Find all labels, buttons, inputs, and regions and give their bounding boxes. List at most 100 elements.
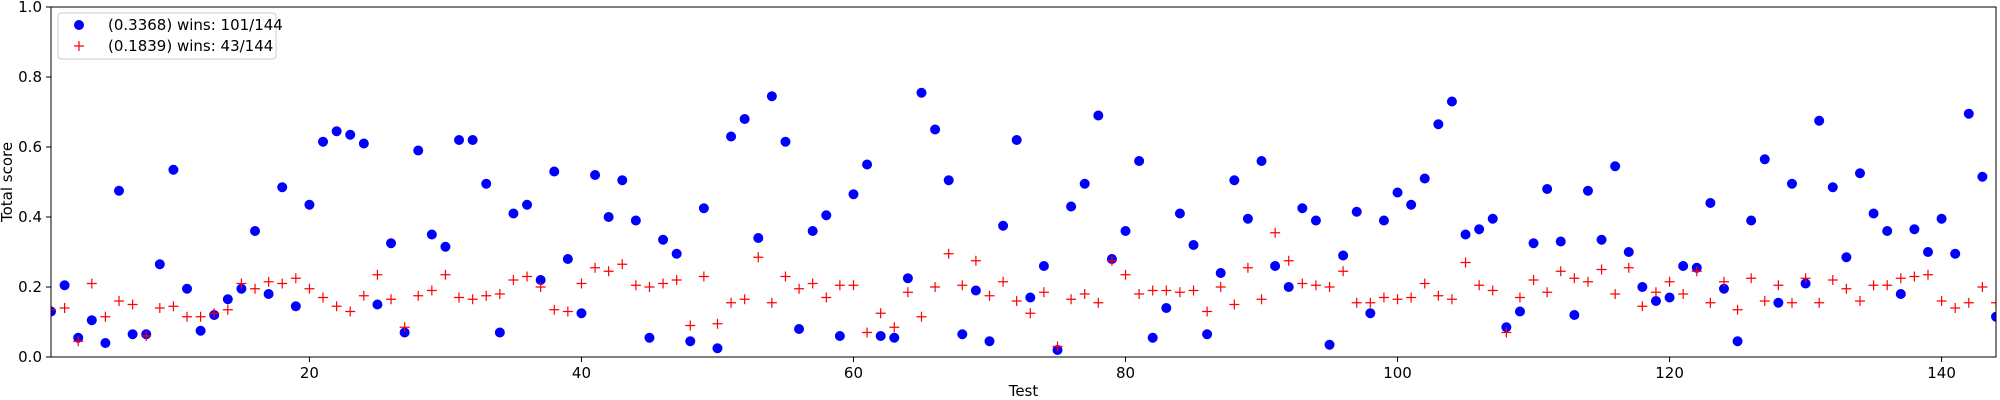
data-point-circle [957,329,968,340]
data-point-plus [182,311,193,322]
data-point-circle [100,338,111,348]
data-point-circle [386,238,397,249]
data-point-circle [1800,278,1811,289]
data-point-circle [630,215,641,226]
data-point-plus [970,255,981,266]
data-point-plus [1460,257,1471,268]
data-point-circle [86,315,97,326]
data-point-circle [1011,135,1022,145]
data-point-plus [154,303,165,313]
data-point-circle [1174,208,1185,219]
legend-entries: (0.3368) wins: 101/144 (0.1839) wins: 43/… [74,16,283,55]
data-point-plus [222,304,233,315]
data-point-circle [236,283,247,294]
data-point-circle [603,212,614,222]
data-point-plus [1038,287,1049,298]
data-point-plus [1120,269,1131,280]
data-point-plus [1338,266,1349,277]
data-point-plus [508,275,519,285]
data-point-plus [1582,276,1593,287]
data-point-plus [916,311,927,322]
data-point-circle [182,283,193,294]
x-tick-label: 140 [1927,364,1956,382]
data-point-circle [984,336,995,347]
data-point-circle [1134,156,1145,166]
data-point-circle [821,210,832,221]
y-tick-label: 1.0 [18,0,42,16]
data-point-plus [195,311,206,322]
data-point-circle [1351,206,1362,217]
data-point-circle [508,208,519,219]
data-point-circle [1406,199,1417,210]
data-point-plus [644,282,655,292]
data-point-circle [1582,185,1593,196]
data-point-circle [1460,229,1471,240]
data-point-plus [1909,271,1920,282]
axis-ticks: 20 40 60 80 100 120 140 0.0 0.2 0.4 0.6 0.8 1.0 [18,0,1956,382]
data-point-plus [603,266,614,277]
data-point-circle [1419,173,1430,184]
data-point-circle [1283,282,1294,292]
data-point-circle [1678,261,1689,271]
data-point-circle [1542,184,1553,194]
data-point-plus [562,306,573,317]
data-point-circle [454,135,465,145]
data-point-plus [698,271,709,282]
data-point-circle [862,159,873,170]
data-point-plus [1474,280,1485,291]
x-tick-label: 120 [1655,364,1684,382]
data-point-plus [73,336,84,347]
data-point-plus [1433,290,1444,301]
data-point-plus [467,294,478,305]
data-point-plus [290,273,301,284]
data-point-plus [426,285,437,296]
data-point-plus [1324,282,1335,292]
data-point-plus [535,282,546,292]
data-point-plus [1596,264,1607,275]
data-point-circle [168,164,179,175]
data-point-circle [1188,240,1199,250]
data-point-plus [100,311,111,322]
data-point-circle [930,124,941,135]
data-point-plus [1270,227,1281,238]
data-point-plus [766,297,777,308]
y-tick-label: 0.8 [18,68,42,86]
data-point-plus [902,287,913,298]
data-point-circle [127,329,138,340]
data-point-circle [1392,187,1403,198]
data-point-circle [494,327,505,338]
data-point-circle [1528,238,1539,249]
data-point-plus [168,301,179,312]
data-point-plus [984,290,995,301]
data-point-plus [358,290,369,301]
data-point-circle [1242,213,1253,224]
data-point-circle [1841,252,1852,263]
data-point-plus [1678,289,1689,299]
data-point-circle [114,185,125,196]
data-point-circle [685,336,696,347]
data-point-plus [1351,297,1362,308]
data-point-plus [1868,280,1879,291]
data-point-circle [644,332,655,343]
y-tick-label: 0.6 [18,138,42,156]
data-point-plus [277,278,288,289]
y-tick-label: 0.4 [18,208,42,226]
data-point-circle [1446,96,1457,107]
data-point-circle [1229,175,1240,186]
data-point-circle [671,248,682,259]
data-point-circle [345,129,356,140]
legend-label: (0.3368) wins: 101/144 [108,16,283,34]
data-point-plus [1814,297,1825,308]
data-point-plus [1242,262,1253,273]
y-axis-label: Total score [0,142,16,223]
data-point-plus [1528,275,1539,285]
data-point-plus [1637,301,1648,312]
data-point-circle [970,285,981,296]
data-point-plus [318,292,329,303]
data-point-circle [1786,178,1797,189]
data-point-plus [930,282,941,292]
x-axis-label: Test [1008,382,1039,400]
data-point-circle [698,203,709,214]
data-point-plus [834,280,845,291]
